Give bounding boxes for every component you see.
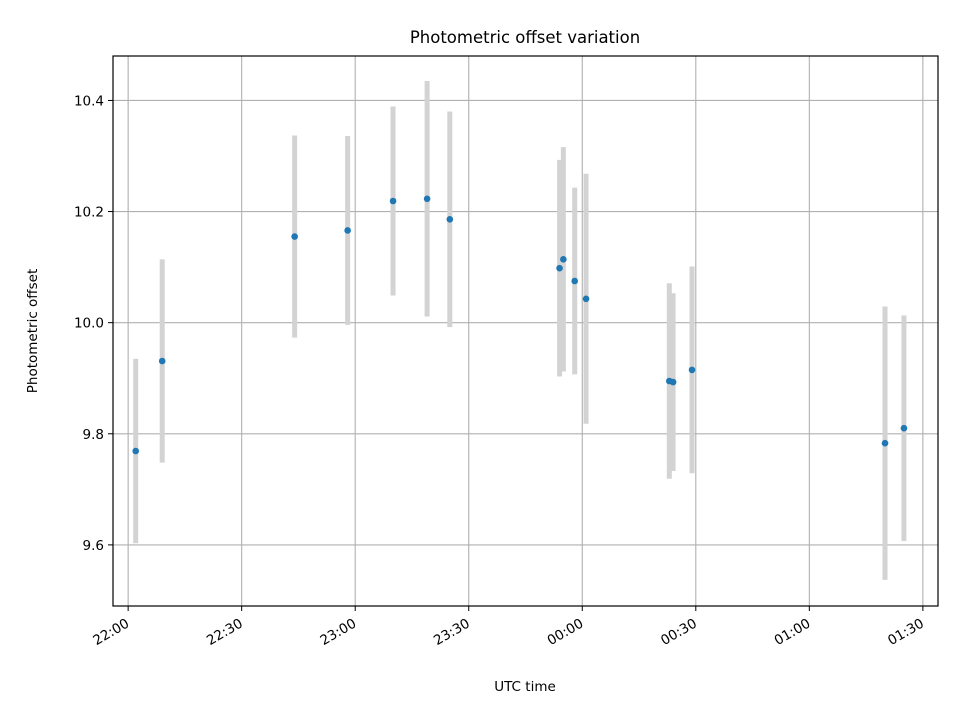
y-tick-label: 9.8: [83, 427, 104, 443]
y-tick-label: 10.0: [74, 316, 104, 332]
plot-frame: [112, 55, 939, 607]
data-point: [389, 197, 397, 205]
data-point: [688, 366, 696, 374]
y-tick-label: 9.6: [83, 538, 104, 554]
data-point: [446, 216, 454, 223]
data-point: [132, 447, 140, 455]
y-axis-label: Photometric offset: [25, 269, 41, 393]
data-point: [881, 439, 889, 447]
data-point: [571, 277, 578, 285]
data-point: [291, 233, 298, 240]
data-point: [560, 256, 567, 263]
data-point: [158, 357, 166, 365]
x-axis-label: UTC time: [494, 679, 556, 695]
data-points: [132, 195, 908, 455]
data-point: [423, 195, 431, 203]
y-tick-label: 10.4: [74, 93, 104, 109]
y-tick-label: 10.2: [74, 205, 104, 221]
data-point: [344, 227, 351, 234]
data-point: [556, 264, 563, 272]
data-point: [582, 295, 590, 303]
data-point: [900, 424, 908, 432]
chart-title: Photometric offset variation: [410, 28, 640, 47]
grid: [113, 56, 938, 606]
data-point: [669, 378, 677, 386]
y-axis: 9.6 9.8 10.0 10.2 10.4: [74, 93, 113, 554]
